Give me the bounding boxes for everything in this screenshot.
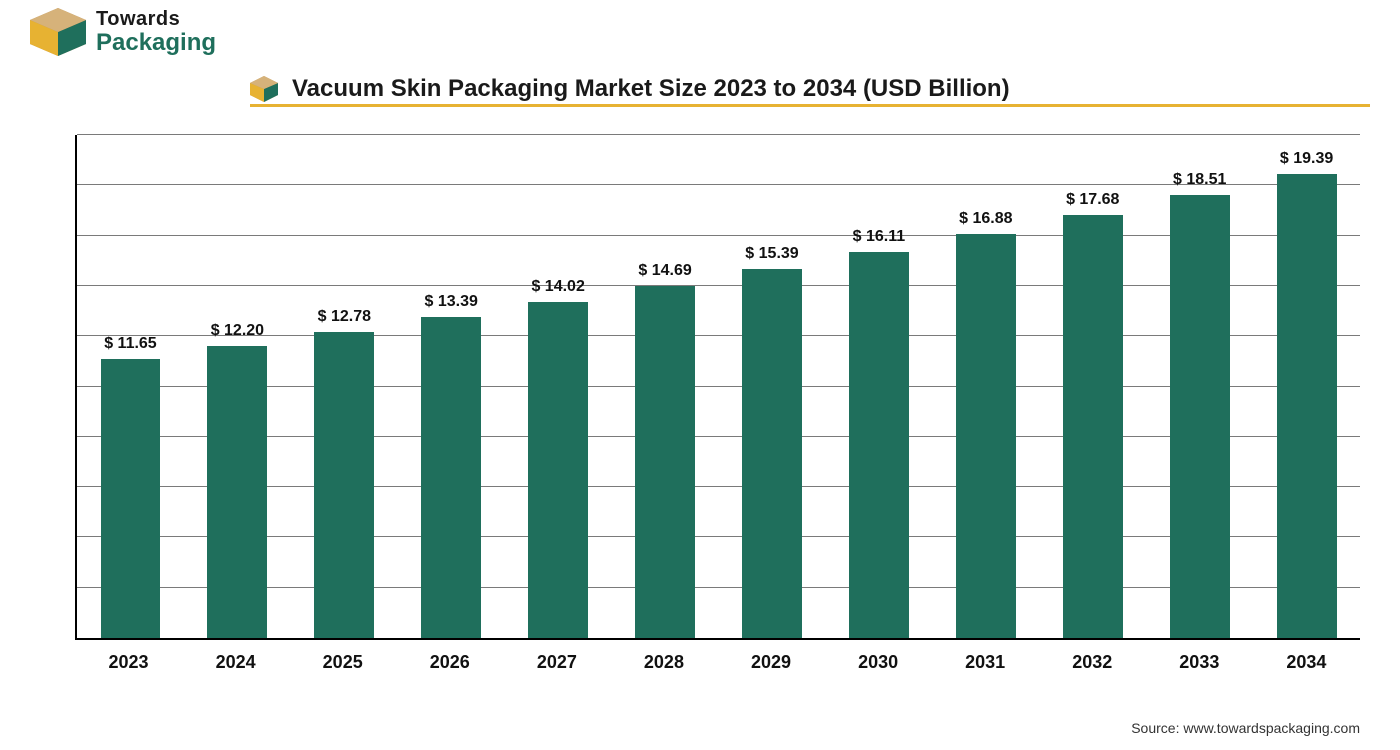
source-text: Source: www.towardspackaging.com [1131,720,1360,736]
bar-slot: $ 14.02 [505,135,612,638]
bar-value-label: $ 19.39 [1280,150,1333,168]
bar [742,269,802,638]
box-icon [250,76,278,102]
bar-value-label: $ 14.02 [531,278,584,296]
bar-slot: $ 19.39 [1253,135,1360,638]
bar-value-label: $ 16.11 [853,228,906,246]
bar-value-label: $ 16.88 [959,210,1012,228]
bar-slot: $ 12.78 [291,135,398,638]
plot-area: $ 11.65 $ 12.20 $ 12.78 $ 13.39 $ 14.02 $ 14.… [75,135,1360,640]
x-axis-label: 2025 [289,640,396,690]
bars-container: $ 11.65 $ 12.20 $ 12.78 $ 13.39 $ 14.02 $ 14.… [77,135,1360,638]
bar [635,286,695,638]
box-icon [30,8,86,56]
bar-value-label: $ 15.39 [745,245,798,263]
x-axis-label: 2027 [503,640,610,690]
bar [207,346,267,638]
bar [849,252,909,638]
title-underline [250,104,1370,107]
bar-slot: $ 16.11 [825,135,932,638]
x-axis-label: 2030 [825,640,932,690]
bar-slot: $ 15.39 [719,135,826,638]
bar [421,317,481,638]
bar [1277,174,1337,638]
bar-slot: $ 16.88 [932,135,1039,638]
bar-slot: $ 18.51 [1146,135,1253,638]
x-axis-label: 2031 [932,640,1039,690]
bar [314,332,374,638]
bar-chart: $ 11.65 $ 12.20 $ 12.78 $ 13.39 $ 14.02 $ 14.… [75,135,1360,690]
bar-slot: $ 11.65 [77,135,184,638]
bar-value-label: $ 18.51 [1173,171,1226,189]
bar-slot: $ 14.69 [612,135,719,638]
x-axis-label: 2034 [1253,640,1360,690]
brand-logo: Towards Packaging [30,8,216,56]
brand-text-top: Towards [96,9,216,30]
bar-value-label: $ 12.78 [318,308,371,326]
x-axis-label: 2032 [1039,640,1146,690]
bar [101,359,161,638]
x-axis-label: 2028 [610,640,717,690]
bar [956,234,1016,638]
bar-slot: $ 17.68 [1039,135,1146,638]
x-axis-label: 2029 [717,640,824,690]
bar-slot: $ 13.39 [398,135,505,638]
chart-title: Vacuum Skin Packaging Market Size 2023 t… [292,75,1010,103]
x-axis-labels: 2023202420252026202720282029203020312032… [75,640,1360,690]
bar-value-label: $ 14.69 [638,262,691,280]
x-axis-label: 2026 [396,640,503,690]
x-axis-label: 2024 [182,640,289,690]
bar-value-label: $ 13.39 [425,293,478,311]
bar-value-label: $ 17.68 [1066,191,1119,209]
x-axis-label: 2023 [75,640,182,690]
bar-value-label: $ 12.20 [211,322,264,340]
bar [1063,215,1123,638]
x-axis-label: 2033 [1146,640,1253,690]
brand-text-bottom: Packaging [96,30,216,55]
bar-slot: $ 12.20 [184,135,291,638]
brand-text: Towards Packaging [96,9,216,55]
bar [1170,195,1230,638]
bar-value-label: $ 11.65 [104,335,157,353]
chart-title-row: Vacuum Skin Packaging Market Size 2023 t… [250,75,1370,103]
bar [528,302,588,638]
